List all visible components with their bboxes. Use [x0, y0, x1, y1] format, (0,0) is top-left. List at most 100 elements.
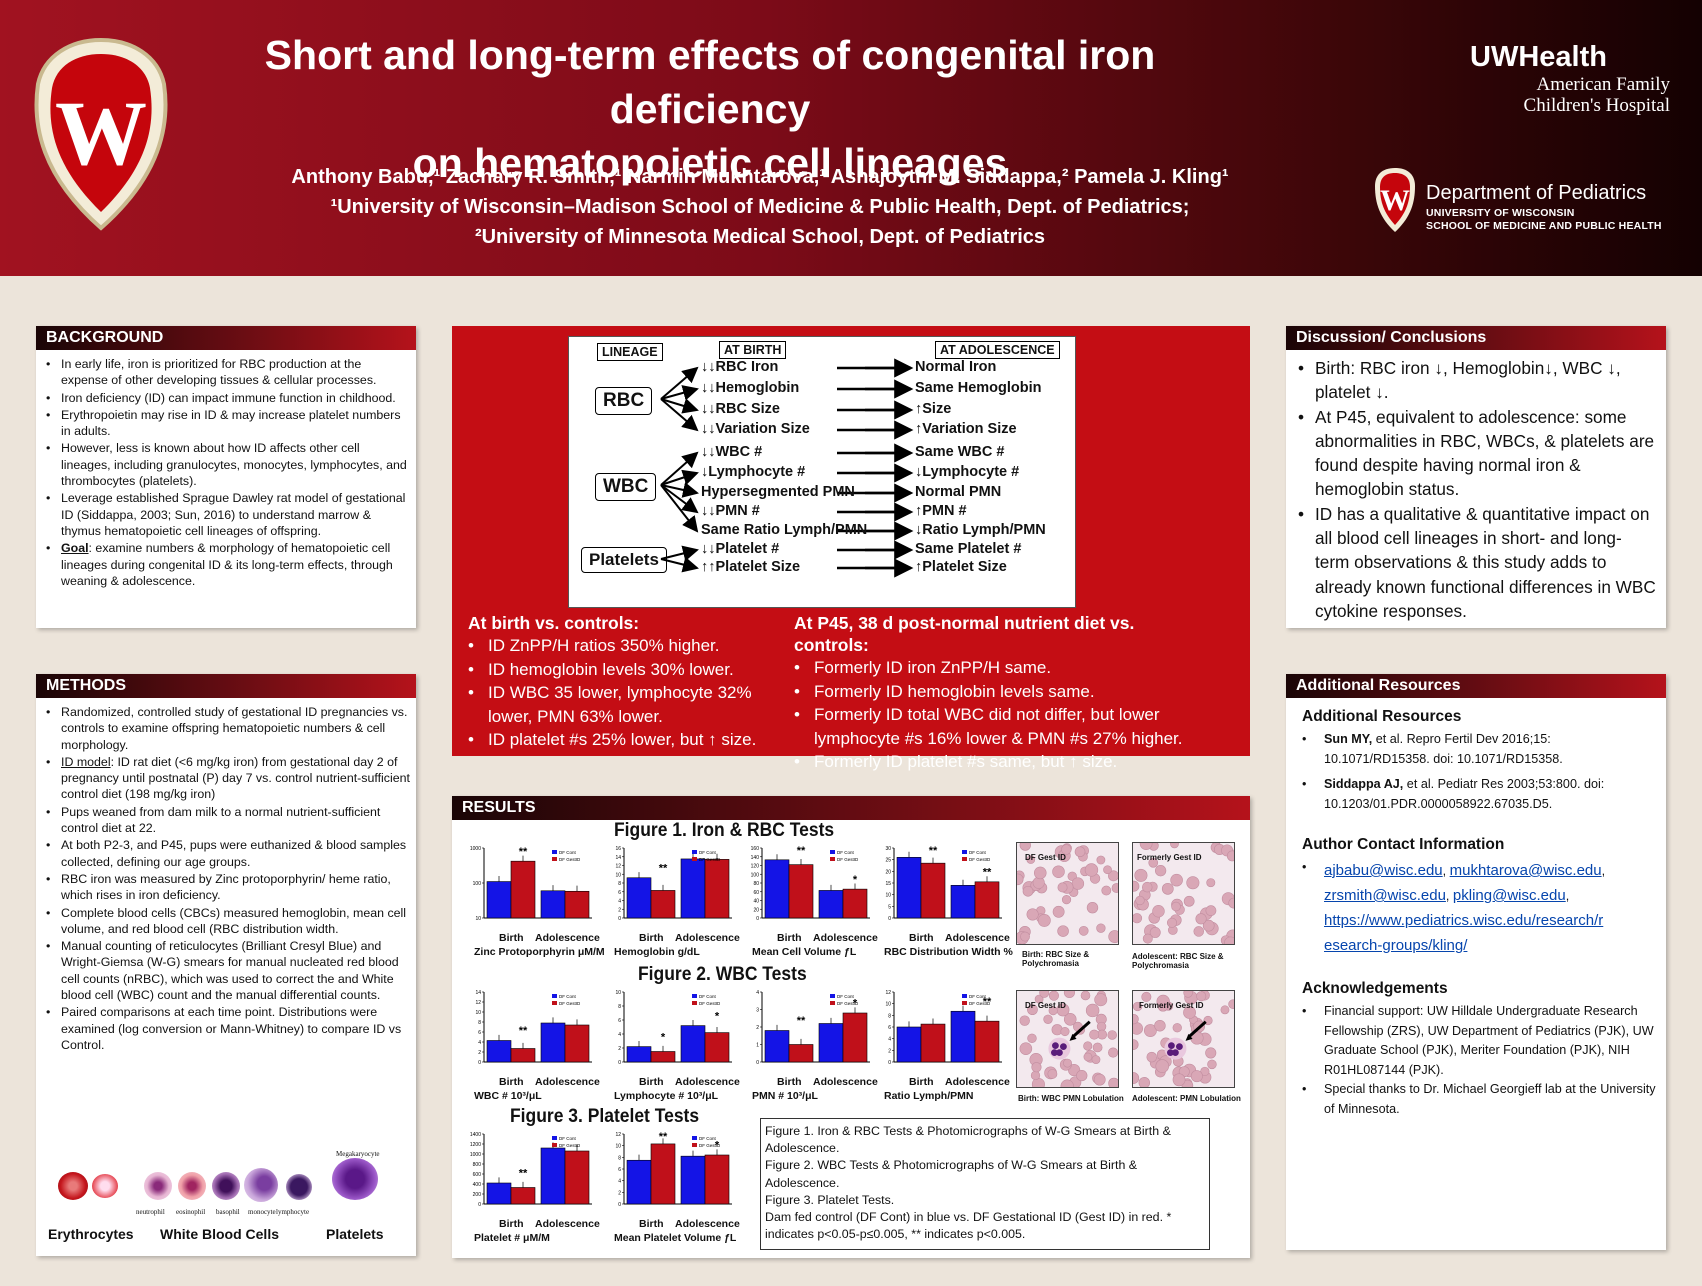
chart-axis-label: Hemoglobin g/dL: [614, 946, 700, 958]
results-heading: RESULTS: [452, 796, 1250, 820]
bar: [842, 1012, 868, 1063]
legend-swatch: [552, 857, 557, 861]
significance-label: **: [659, 862, 668, 874]
bar-chart-wbc: 0 2 4 6 8 10 12 14 ** DF Cont DF GestID: [475, 990, 592, 1066]
legend-label: DF Cont: [559, 994, 577, 999]
legend-label: DF Cont: [969, 994, 987, 999]
x-tick-label: Birth: [499, 1076, 524, 1088]
list-item: Paired comparisons at each time point. D…: [44, 1004, 410, 1053]
y-tick-label: 2: [478, 1050, 481, 1056]
bar: [920, 1023, 946, 1063]
email-link[interactable]: pkling@wisc.edu: [1452, 887, 1566, 904]
y-tick-label: 10: [615, 872, 621, 878]
bar: [818, 890, 844, 919]
micrograph-adol-rbc: Formerly Gest ID: [1128, 837, 1240, 950]
ack-item: Financial support: UW Hilldale Undergrad…: [1302, 1002, 1658, 1080]
website-link[interactable]: esearch-groups/kling/: [1324, 937, 1468, 954]
website-link[interactable]: https://www.pediatrics.wisc.edu/research…: [1324, 912, 1604, 929]
y-tick-label: 2: [756, 1025, 759, 1031]
at-adolescence-header: AT ADOLESCENCE: [935, 341, 1060, 359]
bar: [704, 1154, 730, 1205]
y-tick-label: 100: [751, 872, 760, 878]
legend-swatch: [830, 857, 835, 861]
bar: [564, 1024, 590, 1063]
email-link[interactable]: zrsmith@wisc.edu: [1324, 887, 1446, 904]
x-tick-label: Birth: [639, 932, 664, 944]
y-tick-label: 0: [756, 1060, 759, 1066]
chart-axis-label: Mean Cell Volume ƒL: [752, 946, 857, 958]
birth-finding: ↓↓Platelet #: [701, 541, 780, 557]
adolescence-finding: Normal Iron: [915, 359, 997, 375]
email-link[interactable]: mukhtarova@wisc.edu: [1449, 862, 1602, 879]
uw-crest-small-icon: W: [1375, 168, 1415, 232]
significance-label: *: [661, 1031, 666, 1043]
y-tick-label: 4: [618, 1179, 621, 1185]
x-tick-label: Birth: [499, 1218, 524, 1230]
legend-label: DF Cont: [969, 850, 987, 855]
legend-label: DF Cont: [699, 1136, 717, 1141]
bar: [486, 881, 512, 919]
p45-findings: At P45, 38 d post-normal nutrient diet v…: [794, 612, 1214, 774]
birth-findings: At birth vs. controls: ID ZnPP/H ratios …: [468, 612, 768, 752]
background-list: In early life, iron is prioritized for R…: [36, 350, 416, 589]
erythrocyte-icon: [58, 1172, 88, 1200]
adolescence-finding: ↑Size: [915, 401, 952, 417]
email-link[interactable]: ajbabu@wisc.edu: [1324, 862, 1443, 879]
y-tick-label: 25: [885, 858, 891, 864]
y-tick-label: 140: [751, 855, 760, 861]
x-tick-label: Birth: [909, 932, 934, 944]
list-item: ID has a qualitative & quantitative impa…: [1298, 502, 1656, 623]
list-item: Pups weaned from dam milk to a normal nu…: [44, 804, 410, 837]
bar: [920, 862, 946, 919]
y-tick-label: 160: [751, 846, 760, 852]
bar: [564, 1150, 590, 1205]
bar: [650, 890, 676, 919]
flow-arrow: [660, 556, 699, 573]
chart-axis-label: WBC # 10³/μL: [474, 1090, 542, 1102]
y-tick-label: 20: [753, 907, 759, 913]
birth-finding: ↓↓WBC #: [701, 444, 763, 460]
adolescence-finding: ↑PMN #: [915, 503, 967, 519]
y-tick-label: 15: [885, 881, 891, 887]
x-tick-label: Birth: [639, 1076, 664, 1088]
neutrophil-icon: [144, 1172, 172, 1200]
legend-swatch: [692, 994, 697, 998]
bar-chart-rdw: 0 5 10 15 20 25 30 ** ** DF Cont DF GestID: [885, 845, 1002, 922]
legend-swatch: [552, 850, 557, 854]
y-tick-label: 0: [888, 1060, 891, 1066]
ack-item: Special thanks to Dr. Michael Georgieff …: [1302, 1080, 1658, 1119]
y-tick-label: 0: [618, 1202, 621, 1208]
adolescence-finding: ↓Lymphocyte #: [915, 464, 1020, 480]
legend-swatch: [962, 1001, 967, 1005]
adolescence-finding: ↑Platelet Size: [915, 559, 1007, 575]
adolescence-finding: Normal PMN: [915, 484, 1002, 500]
list-item: ID hemoglobin levels 30% lower.: [468, 658, 768, 682]
significance-label: **: [797, 1015, 806, 1027]
x-tick-label: Adolescence: [675, 1076, 740, 1088]
legend-label: DF Cont: [559, 850, 577, 855]
y-tick-label: 14: [475, 990, 481, 996]
bar: [764, 859, 790, 919]
x-tick-label: Adolescence: [675, 932, 740, 944]
micrograph-caption: Birth: RBC Size & Polychromasia: [1022, 950, 1090, 968]
contact-item: ajbabu@wisc.edu, mukhtarova@wisc.edu,zrs…: [1302, 858, 1658, 958]
y-tick-label: 12: [475, 1000, 481, 1006]
flow-arrow: [660, 451, 699, 486]
y-tick-label: 1: [756, 1043, 759, 1049]
bar: [788, 864, 814, 919]
chart-axis-label: Lymphocyte # 10³/μL: [614, 1090, 719, 1102]
figure-2-title: Figure 2. WBC Tests: [638, 964, 807, 985]
significance-label: **: [929, 845, 938, 857]
bar: [510, 1187, 536, 1205]
y-tick-label: 80: [753, 881, 759, 887]
bar: [626, 1159, 652, 1205]
x-tick-label: Birth: [639, 1218, 664, 1230]
y-tick-label: 8: [618, 1004, 621, 1010]
y-tick-label: 60: [753, 890, 759, 896]
bar: [486, 1040, 512, 1063]
x-tick-label: Adolescence: [945, 932, 1010, 944]
reference-item: Siddappa AJ, et al. Pediatr Res 2003;53:…: [1302, 775, 1658, 814]
uw-health-logo: UWHealth American Family Children's Hosp…: [1470, 41, 1670, 116]
list-item: Leverage established Sprague Dawley rat …: [44, 490, 410, 539]
list-item: RBC iron was measured by Zinc protoporph…: [44, 871, 410, 904]
